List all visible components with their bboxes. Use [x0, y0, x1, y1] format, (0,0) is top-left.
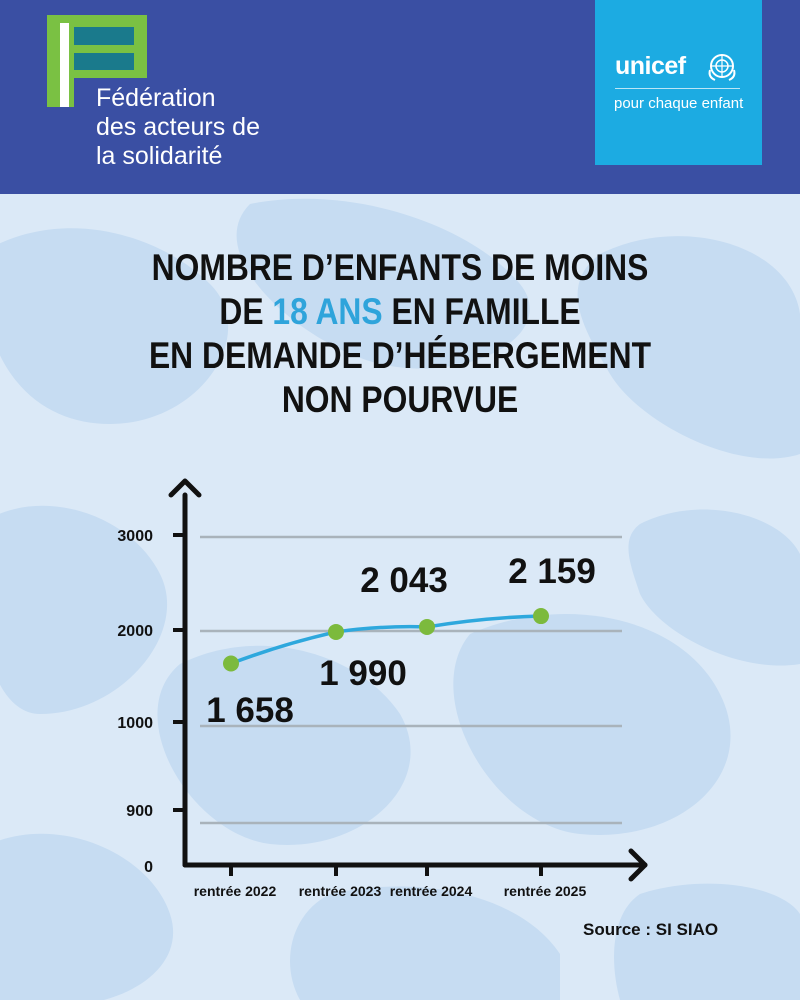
x-tick-label: rentrée 2024 — [390, 883, 473, 899]
org-name-line: des acteurs de — [96, 113, 260, 141]
org-name-line: Fédération — [96, 84, 216, 112]
x-axis-arrow-icon — [628, 848, 648, 882]
title-line: DE 18 ANS EN FAMILLE — [56, 290, 744, 334]
chart-title: NOMBRE D’ENFANTS DE MOINS DE 18 ANS EN F… — [56, 246, 744, 422]
unicef-logo: unicef pour chaque enfant — [595, 0, 762, 165]
data-label: 1 990 — [319, 654, 407, 693]
data-label: 1 658 — [206, 691, 294, 730]
title-prefix: DE — [219, 291, 273, 332]
x-tick-label: rentrée 2023 — [299, 883, 382, 899]
title-line: NOMBRE D’ENFANTS DE MOINS — [151, 247, 649, 288]
title-line: NON POURVUE — [281, 379, 519, 420]
data-label: 2 159 — [508, 552, 596, 591]
data-point — [223, 655, 239, 672]
data-label: 2 043 — [360, 561, 448, 600]
fas-logo — [47, 15, 147, 107]
y-tick-label: 3000 — [117, 528, 153, 545]
y-tick-label: 900 — [126, 803, 153, 820]
org-name: Fédération des acteurs de la solidarité — [96, 84, 260, 171]
org-name-line: la solidarité — [96, 142, 223, 170]
divider — [615, 88, 740, 89]
data-point — [419, 618, 435, 635]
header-banner: Fédération des acteurs de la solidarité … — [0, 0, 800, 194]
data-point — [533, 608, 549, 625]
title-highlight: 18 ANS — [272, 291, 383, 332]
x-tick-label: rentrée 2022 — [194, 883, 277, 899]
title-suffix: EN FAMILLE — [382, 291, 581, 332]
y-tick-label: 0 — [144, 859, 153, 876]
y-tick-label: 2000 — [117, 623, 153, 640]
series-line — [230, 614, 542, 666]
y-tick-label: 1000 — [117, 715, 153, 732]
partner-tagline: pour chaque enfant — [614, 95, 744, 112]
x-tick-label: rentrée 2025 — [504, 883, 587, 899]
source-note: Source : SI SIAO — [583, 920, 719, 939]
y-axis-arrow-icon — [168, 478, 202, 498]
title-line: EN DEMANDE D’HÉBERGEMENT — [148, 335, 652, 376]
data-point — [328, 623, 344, 640]
partner-name: unicef — [615, 52, 686, 80]
globe-emblem-icon — [708, 54, 736, 81]
background-pattern — [0, 198, 800, 1000]
